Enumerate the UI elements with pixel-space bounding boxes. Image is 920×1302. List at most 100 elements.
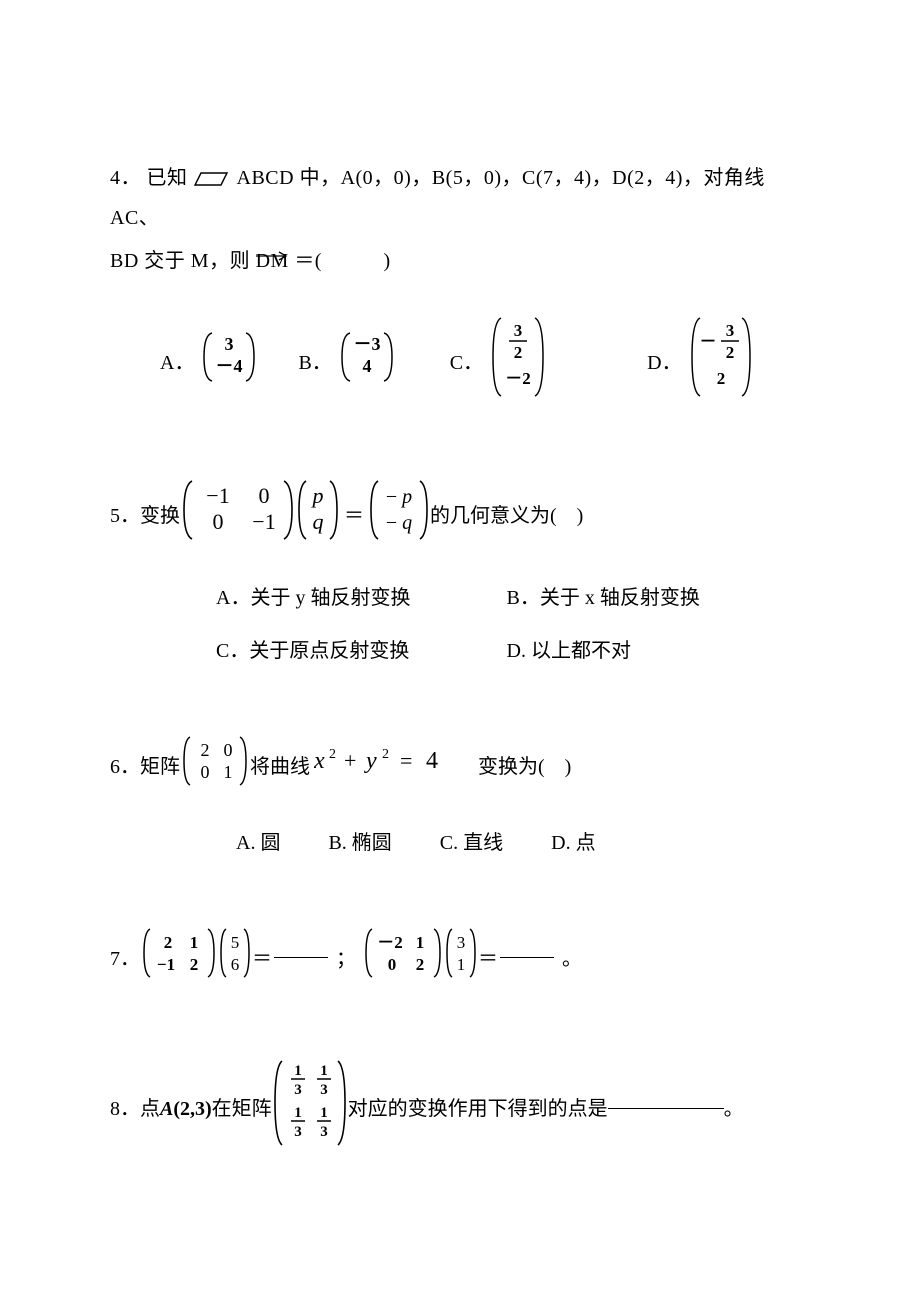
q8-point: A(2,3) [160,1091,212,1128]
svg-text:1: 1 [294,1063,302,1079]
exam-page: 4． 已知 ABCD 中，A(0，0)，B(5，0)，C(7，4)，D(2，4)… [0,0,920,1242]
fill-blank[interactable] [500,955,554,958]
svg-text:2: 2 [190,955,199,974]
q6-mid2: 变换为( ) [478,749,571,786]
svg-text:−1: −1 [252,509,275,534]
svg-text:3: 3 [725,321,734,340]
q4-stem-pre: 已知 [147,167,188,189]
svg-text:− p: − p [386,486,412,508]
column-vector-icon: － 3 2 2 [688,314,754,413]
svg-text:3: 3 [320,1124,328,1140]
svg-text:x: x [314,748,325,774]
column-vector-icon: 3 1 [444,924,478,995]
fill-blank[interactable] [274,955,328,958]
q6-options: A. 圆 B. 椭圆 C. 直线 D. 点 [110,825,810,862]
svg-text:1: 1 [190,933,199,952]
q8-stem: 8． 点 A(2,3) 在矩阵 1 3 1 3 [110,1057,810,1162]
matrix-2x2-icon: 2 1 −1 2 [140,924,218,995]
svg-text:－4: －4 [216,356,243,376]
svg-text:4: 4 [362,356,371,376]
svg-text:1: 1 [416,933,425,952]
svg-text:3: 3 [225,334,234,354]
question-6: 6． 矩阵 2 0 0 1 将曲线 x 2 + y 2 [110,732,810,862]
column-vector-icon: 3 －4 [200,327,258,400]
svg-text:3: 3 [294,1082,302,1098]
svg-text:2: 2 [514,343,523,362]
svg-text:3: 3 [294,1124,302,1140]
column-vector-icon: p q [296,475,340,558]
q7-tail: 。 [562,941,582,978]
question-5: 5． 变换 −1 0 0 −1 p q [110,475,810,670]
svg-text:－2: －2 [505,369,531,388]
q5-stem-post: 的几何意义为( ) [430,498,583,535]
svg-text:+: + [344,748,356,773]
column-vector-icon: －3 4 [338,327,396,400]
svg-text:1: 1 [224,762,233,782]
q6-option-c: C. 直线 [440,825,503,862]
q4-option-d: D． － 3 2 2 [647,314,753,413]
svg-text:3: 3 [320,1082,328,1098]
svg-text:y: y [364,748,377,774]
svg-text:1: 1 [294,1105,302,1121]
parallelogram-icon [193,163,229,200]
svg-text:6: 6 [231,955,240,974]
svg-text:－2: －2 [377,933,403,952]
column-vector-icon: − p − q [368,475,430,558]
question-8: 8． 点 A(2,3) 在矩阵 1 3 1 3 [110,1057,810,1162]
q6-stem: 6． 矩阵 2 0 0 1 将曲线 x 2 + y 2 [110,732,810,803]
q7-sep: ； [336,941,356,978]
svg-text:1: 1 [320,1105,328,1121]
vector-dm: DM [256,239,289,280]
fill-blank[interactable] [608,1106,724,1109]
svg-text:3: 3 [457,933,466,952]
svg-text:2: 2 [164,933,173,952]
q8-mid1: 在矩阵 [212,1091,272,1128]
q4-options-row: A． 3 －4 B． －3 [110,314,810,413]
q5-eq: ＝ [344,498,364,535]
q7-stem: 7． 2 1 −1 2 5 6 ＝ [110,924,810,995]
q4-stem-line2: BD 交于 M，则 DM ＝( ) [110,239,810,280]
q5-options: A．关于 y 轴反射变换 B．关于 x 轴反射变换 C．关于原点反射变换 D. … [110,580,736,670]
svg-text:－: － [699,332,716,351]
svg-text:0: 0 [201,762,210,782]
q6-stem-pre: 矩阵 [140,749,180,786]
q4-number: 4． [110,167,141,189]
q8-tail: 。 [724,1091,744,1128]
q4-option-b: B． －3 4 [298,327,395,400]
q4-line2-pre: BD 交于 M，则 [110,250,250,272]
svg-text:2: 2 [201,740,210,760]
q5-option-d: D. 以上都不对 [507,633,736,670]
svg-text:1: 1 [320,1063,328,1079]
q4-stem-line1: 4． 已知 ABCD 中，A(0，0)，B(5，0)，C(7，4)，D(2，4)… [110,160,810,237]
q6-mid1: 将曲线 [250,749,310,786]
question-4: 4． 已知 ABCD 中，A(0，0)，B(5，0)，C(7，4)，D(2，4)… [110,160,810,413]
svg-text:5: 5 [231,933,240,952]
svg-text:2: 2 [716,369,725,388]
q5-stem: 5． 变换 −1 0 0 −1 p q [110,475,810,558]
q5-stem-pre: 变换 [140,498,180,535]
q4-option-a: A． 3 －4 [160,327,258,400]
q8-number: 8． [110,1091,140,1128]
svg-text:2: 2 [382,747,389,762]
q4-line2-post: ＝( ) [294,250,390,272]
q5-number: 5． [110,498,140,535]
svg-text:0: 0 [213,509,224,534]
q6-number: 6． [110,749,140,786]
q6-option-a: A. 圆 [236,825,280,862]
q4-option-c: C． 3 2 －2 [450,314,547,413]
q6-option-b: B. 椭圆 [328,825,391,862]
column-vector-icon: 3 2 －2 [489,314,547,413]
svg-text:p: p [311,483,324,508]
svg-text:2: 2 [725,343,734,362]
q5-option-b: B．关于 x 轴反射变换 [507,580,736,617]
svg-text:−1: −1 [206,483,229,508]
q7-eq1: ＝ [252,941,272,978]
svg-text:−1: −1 [157,955,175,974]
svg-text:q: q [313,509,324,534]
q6-option-d: D. 点 [551,825,595,862]
q7-eq2: ＝ [478,941,498,978]
q8-pre: 点 [140,1091,160,1128]
svg-text:1: 1 [457,955,466,974]
svg-text:3: 3 [514,321,523,340]
matrix-2x2-icon: －2 1 0 2 [362,924,444,995]
